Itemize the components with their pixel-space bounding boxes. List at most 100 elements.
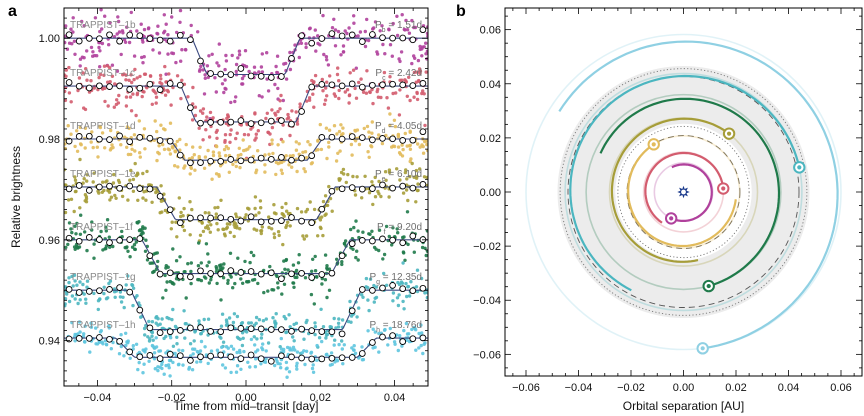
- raw-point-c: [228, 132, 232, 137]
- raw-point-c: [124, 73, 128, 77]
- y-tick-label: 0.02: [480, 133, 501, 145]
- raw-point-g: [239, 321, 244, 326]
- raw-point-e: [416, 182, 420, 186]
- raw-point-d: [334, 159, 339, 163]
- raw-point-f: [130, 245, 135, 249]
- raw-point-c: [163, 93, 168, 97]
- raw-point-h: [82, 340, 87, 344]
- binned-point-d: [176, 151, 184, 159]
- binned-point-e: [328, 187, 336, 195]
- raw-point-d: [191, 145, 195, 149]
- binned-point-h: [409, 335, 417, 343]
- raw-point-g: [70, 294, 75, 298]
- raw-point-h: [70, 320, 74, 325]
- raw-point-b: [372, 26, 376, 30]
- raw-point-e: [410, 161, 414, 166]
- raw-point-b: [146, 27, 151, 31]
- raw-point-e: [85, 179, 89, 183]
- binned-point-b: [75, 37, 83, 45]
- binned-point-g: [65, 286, 73, 293]
- binned-point-e: [96, 183, 103, 191]
- raw-point-g: [84, 301, 88, 305]
- raw-point-c: [385, 96, 389, 100]
- raw-point-h: [361, 357, 366, 362]
- raw-point-e: [85, 173, 89, 177]
- raw-point-e: [126, 198, 130, 202]
- raw-point-f: [315, 275, 319, 279]
- period-label-h: Ph = 18.76d: [369, 320, 422, 334]
- binned-point-d: [207, 157, 214, 165]
- raw-point-g: [126, 274, 130, 278]
- binned-point-c: [237, 117, 245, 124]
- raw-point-c: [347, 101, 351, 105]
- raw-point-h: [352, 348, 356, 352]
- raw-point-f: [214, 269, 219, 274]
- panel-b-letter: b: [456, 3, 466, 20]
- raw-point-b: [366, 38, 371, 43]
- raw-point-d: [309, 162, 314, 166]
- binned-point-b: [126, 31, 134, 39]
- raw-point-b: [100, 27, 104, 31]
- raw-point-f: [218, 265, 222, 269]
- raw-point-g: [96, 307, 101, 312]
- raw-point-g: [334, 326, 338, 330]
- orbit-arc-h: [558, 40, 839, 350]
- binned-point-d: [389, 135, 396, 143]
- raw-point-d: [91, 145, 95, 150]
- raw-point-f: [171, 247, 175, 251]
- raw-point-h: [388, 326, 392, 331]
- raw-point-d: [324, 126, 329, 130]
- raw-point-f: [183, 270, 187, 274]
- raw-point-h: [154, 336, 158, 340]
- raw-point-h: [229, 370, 233, 375]
- raw-point-c: [103, 99, 107, 104]
- raw-point-d: [325, 156, 329, 161]
- raw-point-f: [402, 235, 406, 239]
- raw-point-b: [339, 53, 343, 57]
- orbit-faint-f: [585, 93, 782, 291]
- raw-point-b: [224, 59, 229, 63]
- raw-point-e: [276, 230, 281, 234]
- binned-point-e: [176, 219, 184, 227]
- raw-point-c: [76, 88, 80, 93]
- raw-point-c: [359, 77, 363, 81]
- x-tick-label: 0.00: [235, 392, 256, 404]
- orbit-d: [626, 135, 741, 249]
- raw-point-e: [258, 199, 263, 203]
- raw-point-d: [270, 142, 274, 146]
- raw-point-c: [386, 106, 391, 110]
- raw-point-f: [132, 243, 137, 247]
- raw-point-g: [247, 321, 251, 325]
- raw-point-h: [195, 349, 200, 354]
- raw-point-b: [125, 25, 129, 29]
- raw-point-b: [284, 61, 288, 66]
- raw-point-b: [395, 33, 400, 38]
- raw-point-g: [367, 308, 371, 313]
- raw-point-c: [281, 123, 285, 127]
- raw-point-c: [167, 72, 171, 76]
- raw-point-f: [178, 255, 182, 259]
- raw-point-h: [383, 327, 387, 332]
- raw-point-d: [244, 148, 248, 152]
- raw-point-g: [404, 281, 408, 286]
- raw-point-d: [295, 169, 299, 174]
- raw-point-g: [221, 340, 226, 344]
- raw-point-g: [240, 331, 245, 335]
- raw-point-b: [217, 64, 221, 68]
- panel-a-data-layer: [64, 8, 428, 379]
- binned-point-g: [166, 328, 174, 336]
- raw-point-h: [198, 359, 203, 364]
- raw-point-b: [180, 48, 184, 52]
- raw-point-h: [199, 339, 204, 344]
- raw-point-c: [417, 79, 421, 84]
- raw-point-g: [255, 337, 259, 341]
- raw-point-f: [282, 259, 286, 263]
- raw-point-h: [295, 367, 299, 371]
- raw-point-f: [207, 281, 211, 285]
- raw-point-d: [222, 147, 227, 152]
- raw-point-g: [260, 332, 264, 336]
- raw-point-d: [338, 149, 342, 153]
- raw-point-h: [295, 350, 300, 354]
- raw-point-h: [142, 362, 146, 366]
- raw-point-b: [166, 52, 170, 56]
